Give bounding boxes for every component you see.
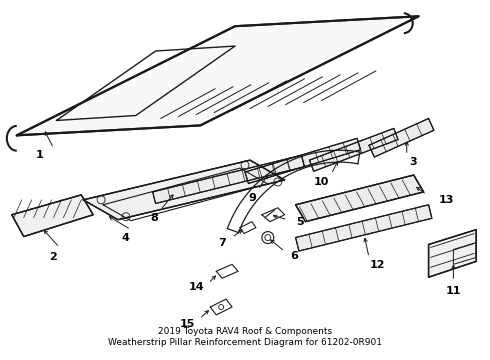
Polygon shape xyxy=(12,195,93,237)
Polygon shape xyxy=(295,205,432,251)
Text: 11: 11 xyxy=(445,286,461,296)
Text: 7: 7 xyxy=(219,238,226,248)
Text: 2019 Toyota RAV4 Roof & Components
Weatherstrip Pillar Reinforcement Diagram for: 2019 Toyota RAV4 Roof & Components Weath… xyxy=(108,327,382,347)
Polygon shape xyxy=(429,230,476,277)
Text: 8: 8 xyxy=(151,213,159,223)
Text: 10: 10 xyxy=(314,177,329,187)
Text: 1: 1 xyxy=(36,150,44,160)
Text: 12: 12 xyxy=(369,260,385,270)
Text: 6: 6 xyxy=(291,251,298,261)
Polygon shape xyxy=(245,138,361,184)
Text: 14: 14 xyxy=(189,282,204,292)
Text: 2: 2 xyxy=(49,252,57,262)
Text: 15: 15 xyxy=(180,319,195,329)
Text: 13: 13 xyxy=(439,195,454,205)
Polygon shape xyxy=(17,16,418,135)
Text: 4: 4 xyxy=(122,233,130,243)
Text: 3: 3 xyxy=(409,157,416,167)
Polygon shape xyxy=(295,175,424,222)
Polygon shape xyxy=(310,129,398,171)
Polygon shape xyxy=(369,118,434,157)
Text: 5: 5 xyxy=(296,217,303,227)
Text: 9: 9 xyxy=(248,193,256,203)
Polygon shape xyxy=(83,160,285,220)
Polygon shape xyxy=(153,155,304,203)
